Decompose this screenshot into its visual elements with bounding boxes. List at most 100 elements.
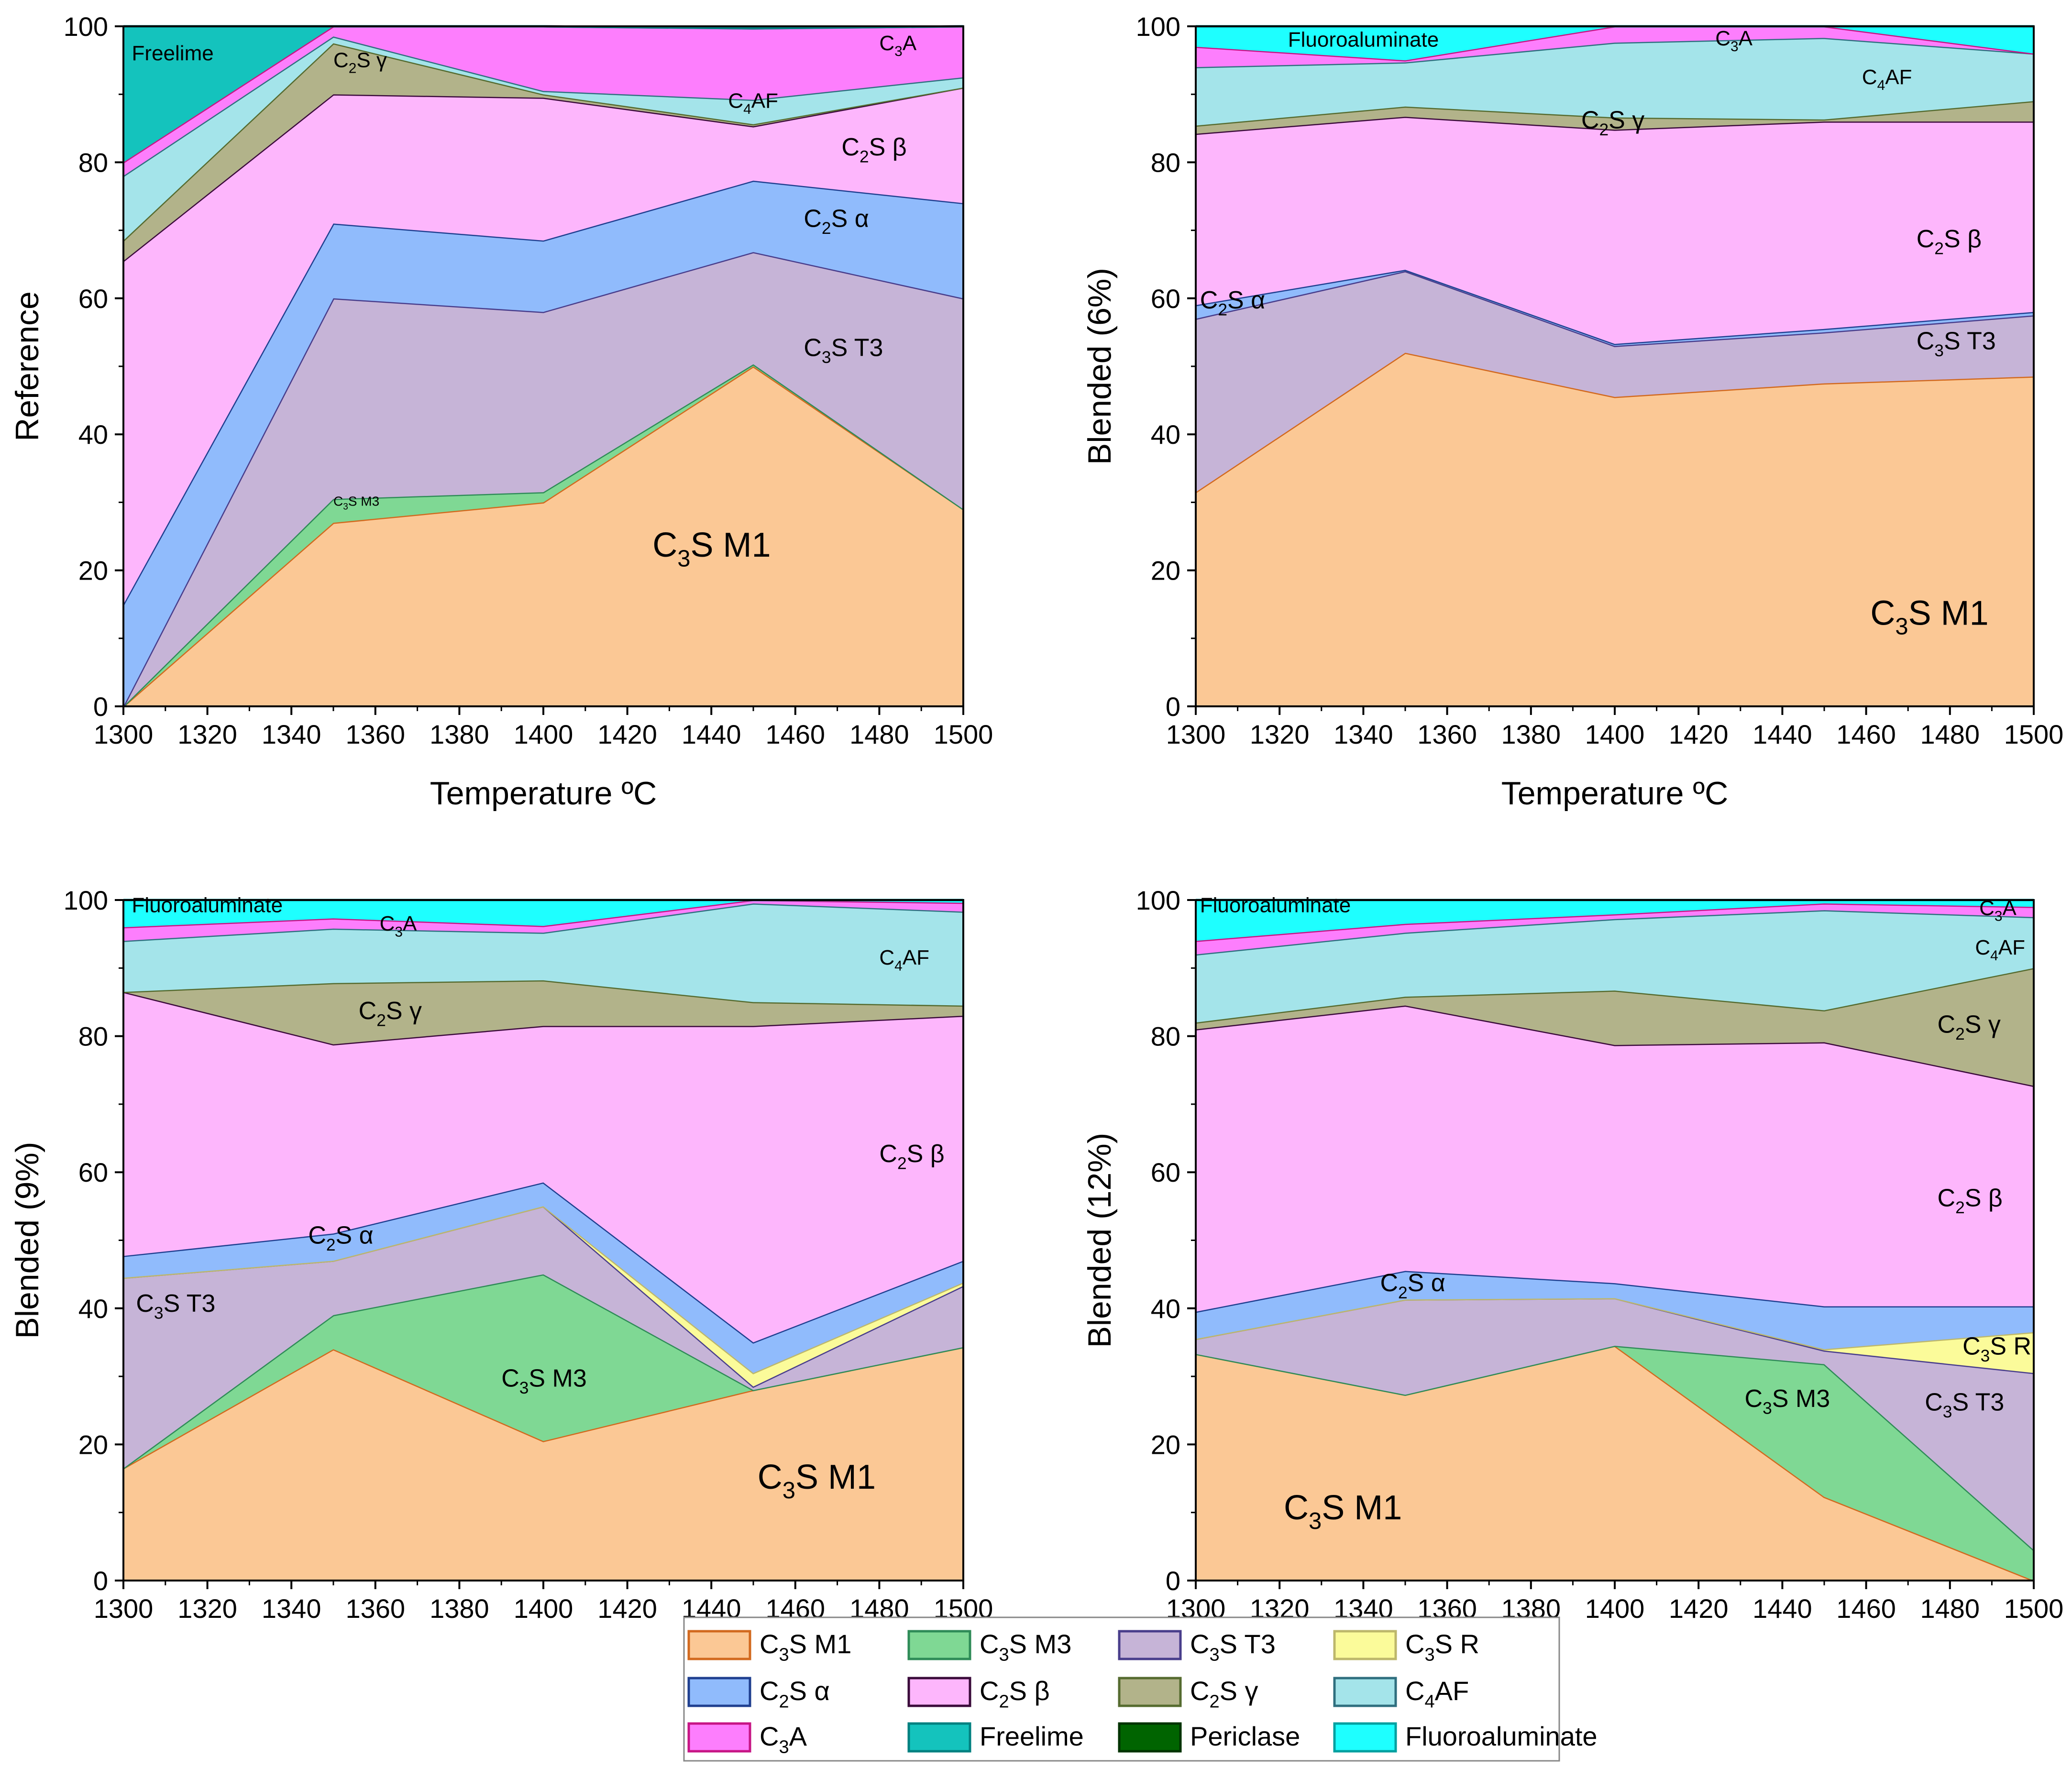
area-c3s-m1 <box>1196 352 2034 706</box>
annotation-c3s-t3: C3S T3 <box>1917 327 1996 360</box>
legend-label: C3S T3 <box>1190 1629 1276 1665</box>
annotation-c3s-r: C3S R <box>1962 1333 2031 1366</box>
annotation-c2s-alpha: C2S α <box>1380 1269 1445 1302</box>
annotation-c3s-m1: C3S M1 <box>1870 594 1988 639</box>
legend-item-periclase: Periclase <box>1118 1721 1300 1753</box>
y-tick-label: 100 <box>1136 885 1180 915</box>
area-c3s-t3 <box>123 1206 963 1469</box>
panel-blended-6: 1300 1320 1340 1360 1380 1400 1420 1440 1460 1480… <box>1081 11 2063 812</box>
annotation-c3s-m1: C3S M1 <box>1284 1489 1402 1534</box>
legend: C3S M1 C3S M3 C3S T3 C3S R C2S α C2S β C2S γ C4… <box>683 1616 1598 1762</box>
panel-reference: 1300 1320 1340 1360 1380 1400 1420 1440 1460 1480… <box>9 11 993 812</box>
legend-item-c3s-m1: C3S M1 <box>687 1629 851 1665</box>
x-tick-label: 1400 <box>514 1593 573 1624</box>
area-c2s-beta <box>123 88 963 604</box>
legend-item-c2s-alpha: C2S α <box>687 1676 830 1712</box>
x-tick-label: 1420 <box>597 1593 657 1624</box>
y-tick-label: 20 <box>78 1429 108 1460</box>
x-tick-label: 1300 <box>94 1593 154 1624</box>
legend-label: C3A <box>760 1721 807 1757</box>
legend-swatch <box>1118 1630 1182 1660</box>
x-tick-label: 1500 <box>934 719 993 749</box>
area-c2s-beta <box>1196 117 2034 344</box>
x-tick-label: 1320 <box>177 719 237 749</box>
annotation-c4af: C4AF <box>879 946 929 974</box>
annotation-c3s-m1: C3S M1 <box>758 1458 876 1504</box>
annotation-c3s-t3: C3S T3 <box>804 334 883 367</box>
annotation-c3a: C3A <box>879 32 916 59</box>
legend-item-c3s-r: C3S R <box>1333 1629 1479 1665</box>
legend-item-fluoroaluminate: Fluoroaluminate <box>1333 1721 1598 1753</box>
legend-swatch <box>1333 1630 1397 1660</box>
annotation-c3s-m3: C3S M3 <box>501 1364 587 1397</box>
annotation-c3s-m1: C3S M1 <box>652 526 771 571</box>
legend-swatch <box>1333 1677 1397 1707</box>
y-tick-label: 100 <box>64 885 108 915</box>
x-tick-label: 1360 <box>346 719 406 749</box>
x-tick-label: 1420 <box>597 719 657 749</box>
legend-label: C2S γ <box>1190 1676 1258 1712</box>
area-c2s-alpha <box>123 180 963 706</box>
annotation-c3s-t3: C3S T3 <box>1925 1388 2004 1421</box>
legend-label: C2S α <box>760 1676 830 1712</box>
area-c4af <box>1196 38 2034 126</box>
y-tick-label: 80 <box>1151 147 1180 177</box>
x-tick-label: 1340 <box>262 1593 321 1624</box>
x-tick-label: 1440 <box>682 719 741 749</box>
x-tick-label: 1380 <box>430 1593 489 1624</box>
y-axis-title: Blended (6%) <box>1081 268 1118 465</box>
y-tick-label: 80 <box>1151 1021 1180 1052</box>
annotation-c4af: C4AF <box>1862 66 1912 93</box>
y-tick-label: 20 <box>1151 556 1180 586</box>
stacked-areas <box>1195 899 2035 1582</box>
area-c2s-alpha <box>1196 1271 2034 1350</box>
x-tick-label: 1420 <box>1669 1593 1729 1624</box>
legend-swatch <box>687 1630 751 1660</box>
x-tick-label: 1360 <box>346 1593 406 1624</box>
x-tick-label: 1340 <box>1334 719 1393 749</box>
x-tick-label: 1320 <box>1250 719 1310 749</box>
x-tick-label: 1460 <box>1836 1593 1896 1624</box>
y-tick-label: 0 <box>1166 692 1180 722</box>
legend-swatch <box>1118 1677 1182 1707</box>
y-tick-label: 60 <box>78 284 108 314</box>
y-tick-label: 100 <box>1136 11 1180 42</box>
annotation-c2s-beta: C2S β <box>1938 1184 2003 1217</box>
x-tick-label: 1440 <box>1752 719 1812 749</box>
area-fluoroaluminate <box>1196 900 2034 941</box>
legend-item-c2s-beta: C2S β <box>907 1676 1050 1712</box>
stacked-areas <box>122 899 964 1581</box>
legend-label: C2S β <box>980 1676 1050 1712</box>
x-tick-label: 1480 <box>1920 719 1980 749</box>
area-c3s-t3 <box>123 252 963 706</box>
x-tick-label: 1400 <box>514 719 573 749</box>
x-tick-label: 1440 <box>1752 1593 1812 1624</box>
legend-label: C3S M1 <box>760 1629 851 1665</box>
y-axis-title: Reference <box>9 291 45 441</box>
annotation-c3s-m3: C3S M3 <box>1745 1385 1830 1418</box>
legend-swatch <box>907 1722 971 1753</box>
annotation-c2s-gamma: C2S γ <box>1938 1010 2001 1043</box>
y-tick-label: 60 <box>1151 1157 1180 1187</box>
legend-item-c3a: C3A <box>687 1721 807 1757</box>
annotation-c2s-gamma: C2S γ <box>1581 106 1644 139</box>
x-tick-label: 1340 <box>262 719 321 749</box>
y-axis-title: Blended (12%) <box>1081 1133 1118 1348</box>
y-tick-label: 60 <box>1151 284 1180 314</box>
annotation-fluoroaluminate: Fluoroaluminate <box>132 894 283 917</box>
y-tick-label: 20 <box>1151 1429 1180 1460</box>
y-tick-label: 40 <box>78 1294 108 1324</box>
x-tick-label: 1360 <box>1417 719 1477 749</box>
annotation-c3a: C3A <box>1979 896 2017 924</box>
area-c3a <box>1196 26 2034 67</box>
area-c3a <box>1196 903 2034 955</box>
area-c2s-beta <box>123 992 963 1342</box>
legend-swatch <box>907 1677 971 1707</box>
area-c3s-m1 <box>123 366 963 706</box>
legend-swatch <box>687 1722 751 1753</box>
annotation-c2s-alpha: C2S α <box>308 1222 373 1255</box>
x-tick-label: 1400 <box>1585 1593 1645 1624</box>
y-tick-label: 80 <box>78 1021 108 1052</box>
legend-label: C3S R <box>1405 1629 1479 1665</box>
